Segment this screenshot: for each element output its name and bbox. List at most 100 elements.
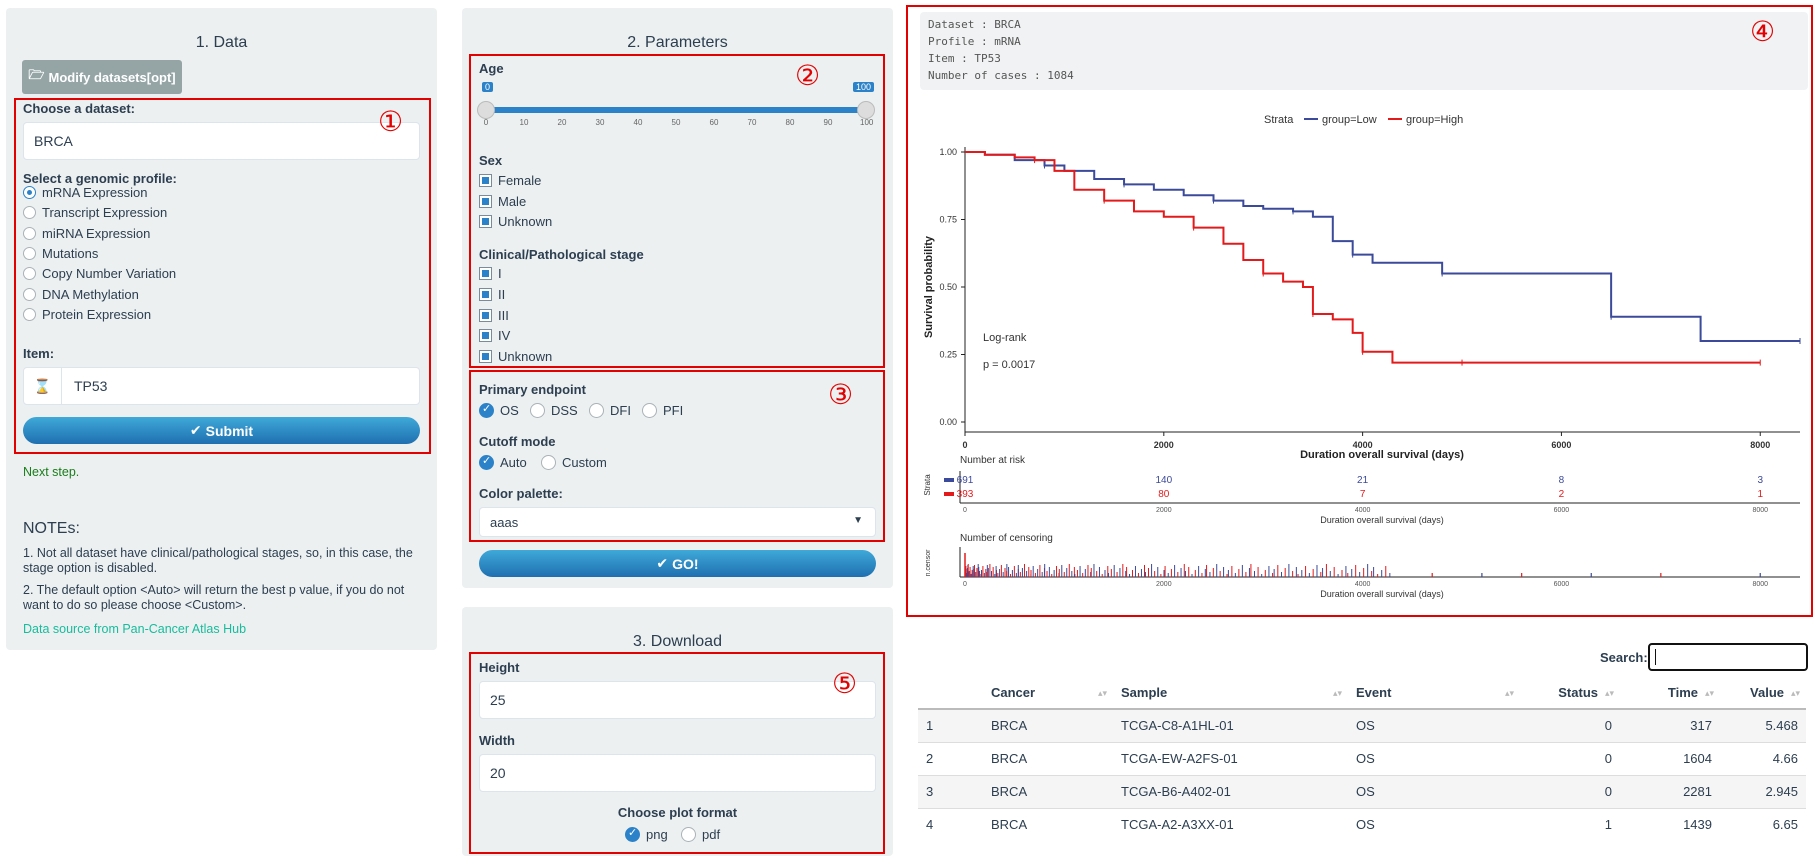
stage-option-0-control[interactable] <box>479 267 492 280</box>
stage-option-0-label: I <box>498 266 502 281</box>
format-option-1[interactable]: pdf <box>681 827 720 842</box>
annotation-marker-3: ③ <box>828 379 854 410</box>
column-header-6[interactable]: Value ▴▾ <box>1720 676 1806 710</box>
profile-option-5[interactable]: DNA Methylation <box>23 287 139 302</box>
profile-option-5-control[interactable] <box>23 287 36 301</box>
endpoint-option-2[interactable]: DFI <box>589 403 631 418</box>
profile-option-3-control[interactable] <box>23 246 36 260</box>
sex-option-0-control[interactable] <box>479 174 492 187</box>
annotation-box-3 <box>469 370 885 542</box>
age-slider-handle-max[interactable] <box>857 101 875 119</box>
table-cell: OS <box>1348 708 1520 742</box>
column-header-4[interactable]: Status ▴▾ <box>1520 676 1620 710</box>
note-2: 2. The default option <Auto> will return… <box>23 583 405 612</box>
stage-option-4-control[interactable] <box>479 350 492 364</box>
table-cell: OS <box>1348 741 1520 775</box>
profile-option-0[interactable]: mRNA Expression <box>23 185 147 200</box>
x-tick-label: 0 <box>962 440 967 450</box>
risk-count-high: 393 <box>957 489 974 500</box>
column-header-1[interactable]: Cancer ▴▾ <box>983 676 1113 710</box>
profile-option-2-control[interactable] <box>23 226 36 240</box>
profile-option-4-label: Copy Number Variation <box>42 266 177 282</box>
stage-option-2[interactable]: III <box>479 308 509 323</box>
sex-option-1-control[interactable] <box>479 194 492 208</box>
column-header-0 <box>918 676 983 710</box>
submit-button[interactable]: ✔ Submit <box>23 417 420 444</box>
cutoff-label: Cutoff mode <box>479 434 556 449</box>
width-input[interactable]: 20 <box>479 754 876 792</box>
cutoff-option-1[interactable]: Custom <box>541 455 607 470</box>
endpoint-option-1[interactable]: DSS <box>530 403 578 418</box>
cutoff-option-0-control[interactable] <box>479 454 494 470</box>
stage-option-3[interactable]: IV <box>479 328 510 343</box>
risk-count-high: 7 <box>1360 489 1366 500</box>
table-row[interactable]: 4 BRCA TCGA-A2-A3XX-01 OS 1 1439 6.65 <box>918 807 1806 841</box>
cutoff-option-1-control[interactable] <box>541 455 556 470</box>
age-tick-label: 100 <box>860 118 874 127</box>
endpoint-option-3[interactable]: PFI <box>642 403 683 418</box>
sex-option-2[interactable]: Unknown <box>479 214 552 229</box>
item-input[interactable]: TP53 <box>74 378 108 394</box>
profile-option-4-control[interactable] <box>23 267 36 281</box>
table-row[interactable]: 3 BRCA TCGA-B6-A402-01 OS 0 2281 2.945 <box>918 774 1806 808</box>
risk-count-low: 8 <box>1559 475 1565 486</box>
endpoint-option-2-control[interactable] <box>589 403 604 418</box>
profile-option-6[interactable]: Protein Expression <box>23 307 151 322</box>
column-header-label: Time <box>1667 684 1698 700</box>
parameters-panel: 2. Parameters Age 0 100 0 10 20 30 40 50 60 70 8… <box>462 8 893 588</box>
table-cell: 5.468 <box>1720 708 1806 742</box>
stage-option-4[interactable]: Unknown <box>479 349 552 364</box>
stage-option-2-control[interactable] <box>479 308 492 322</box>
profile-option-1-label: Transcript Expression <box>42 205 168 221</box>
sex-option-0[interactable]: Female <box>479 173 541 188</box>
palette-label: Color palette: <box>479 486 563 501</box>
profile-option-1-control[interactable] <box>23 206 36 220</box>
caret-down-icon: ▼ <box>853 515 863 526</box>
y-tick-label: 0.25 <box>939 350 957 360</box>
endpoint-option-0-control[interactable] <box>479 402 494 418</box>
endpoint-option-3-control[interactable] <box>642 403 657 418</box>
format-option-0-control[interactable] <box>625 826 640 842</box>
stage-option-1-control[interactable] <box>479 287 492 301</box>
data-source-link[interactable]: Data source from Pan-Cancer Atlas Hub <box>23 622 247 636</box>
sort-icon: ▴▾ <box>1604 688 1614 698</box>
modify-datasets-button[interactable]: 🗁 Modify datasets[opt] <box>22 60 182 94</box>
endpoint-option-1-control[interactable] <box>530 403 545 418</box>
stage-option-3-control[interactable] <box>479 329 492 343</box>
table-cell: BRCA <box>983 708 1113 742</box>
palette-select[interactable]: aaas ▼ <box>479 507 876 537</box>
column-header-5[interactable]: Time ▴▾ <box>1620 676 1720 710</box>
width-value: 20 <box>490 765 506 781</box>
annotation-box-5 <box>469 652 885 854</box>
sex-option-2-control[interactable] <box>479 215 492 228</box>
table-row[interactable]: 1 BRCA TCGA-C8-A1HL-01 OS 0 317 5.468 <box>918 708 1806 742</box>
dataset-select[interactable]: BRCA <box>23 122 420 160</box>
profile-option-0-control[interactable] <box>23 186 36 199</box>
search-input[interactable] <box>1648 643 1808 671</box>
age-slider-handle-min[interactable] <box>477 101 495 119</box>
endpoint-option-0[interactable]: OS <box>479 402 519 418</box>
stage-option-0[interactable]: I <box>479 266 502 281</box>
profile-option-4[interactable]: Copy Number Variation <box>23 266 176 281</box>
profile-option-6-control[interactable] <box>23 307 36 321</box>
table-cell: TCGA-EW-A2FS-01 <box>1113 741 1348 775</box>
stage-option-1[interactable]: II <box>479 287 505 302</box>
profile-option-2[interactable]: miRNA Expression <box>23 226 150 241</box>
table-row[interactable]: 2 BRCA TCGA-EW-A2FS-01 OS 0 1604 4.66 <box>918 741 1806 775</box>
annotation-box-4 <box>906 5 1813 617</box>
go-button[interactable]: ✔ GO! <box>479 550 876 577</box>
format-option-1-control[interactable] <box>681 827 696 842</box>
column-header-2[interactable]: Sample ▴▾ <box>1113 676 1348 710</box>
column-header-3[interactable]: Event ▴▾ <box>1348 676 1520 710</box>
format-option-0[interactable]: png <box>625 826 668 842</box>
cutoff-option-0[interactable]: Auto <box>479 454 527 470</box>
survival-curve-high <box>965 151 1761 364</box>
risk-swatch-high <box>944 492 954 496</box>
sex-option-1[interactable]: Male <box>479 194 526 209</box>
height-input[interactable]: 25 <box>479 681 876 719</box>
risk-count-low: 21 <box>1357 475 1369 486</box>
age-slider[interactable]: 0 100 0 10 20 30 40 50 60 70 80 90 100 <box>477 82 875 132</box>
endpoint-option-2-label: DFI <box>610 403 631 418</box>
profile-option-1[interactable]: Transcript Expression <box>23 205 167 220</box>
profile-option-3[interactable]: Mutations <box>23 246 98 261</box>
